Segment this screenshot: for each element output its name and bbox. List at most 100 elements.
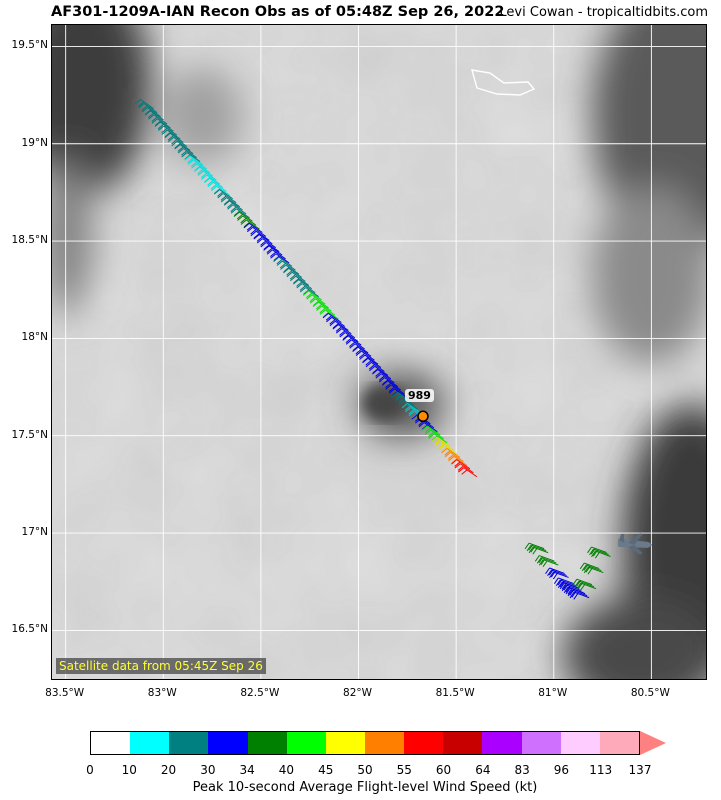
colorbar-segment: [482, 732, 522, 754]
wind-barb: [312, 301, 332, 312]
wind-barb: [451, 459, 471, 470]
colorbar-tick: 113: [589, 763, 613, 777]
lat-lon-gridlines: [52, 25, 706, 679]
wind-barb: [369, 365, 389, 376]
wind-barb: [148, 114, 168, 125]
wind-barb: [161, 129, 181, 140]
colorbar-extend-arrow: [640, 731, 666, 755]
wind-barb: [349, 343, 369, 354]
colorbar-segment: [521, 732, 561, 754]
wind-barb: [352, 346, 372, 357]
wind-barb: [280, 264, 300, 275]
wind-barb: [401, 402, 421, 413]
wind-barb: [154, 121, 174, 132]
lat-label: 17°N: [21, 526, 48, 539]
wind-barb: [187, 159, 207, 170]
lon-label: 83.5°W: [45, 687, 85, 699]
wind-barb: [359, 354, 379, 365]
colorbar-tick: 0: [86, 763, 94, 777]
colorbar-segment: [169, 732, 209, 754]
wind-barb: [329, 320, 349, 331]
wind-barb: [250, 230, 270, 241]
colorbar-tick: 30: [200, 763, 216, 777]
wind-barb: [549, 571, 569, 580]
wind-barb: [365, 361, 385, 372]
wind-barb: [158, 125, 178, 136]
wind-barb: [576, 582, 597, 591]
lat-label: 17.5°N: [11, 428, 48, 441]
colorbar-tick: 20: [160, 763, 177, 777]
wind-barb: [431, 436, 451, 447]
storm-center-marker[interactable]: [417, 410, 429, 423]
wind-barb: [177, 148, 197, 159]
wind-barb: [319, 309, 339, 320]
lon-label: 83°W: [147, 687, 177, 699]
wind-barb: [528, 546, 549, 555]
wind-barb: [424, 429, 445, 440]
colorbar-segment: [286, 732, 326, 754]
wind-barbs: [134, 99, 611, 600]
colorbar-tick: 55: [396, 763, 412, 777]
wind-barb: [237, 215, 257, 226]
wind-barb: [569, 591, 590, 600]
colorbar-segment: [325, 732, 365, 754]
colorbar-segment: [404, 732, 444, 754]
credit-text: Levi Cowan - tropicaltidbits.com: [499, 5, 708, 20]
wind-barb: [441, 447, 461, 458]
colorbar-segment: [91, 732, 131, 754]
wind-barb: [375, 373, 395, 384]
lon-label: 80.5°W: [630, 687, 670, 699]
wind-barb: [283, 267, 303, 278]
colorbar-label: Peak 10-second Average Flight-level Wind…: [192, 780, 538, 795]
wind-barb: [538, 559, 559, 567]
colorbar-tick: 60: [435, 763, 452, 777]
wind-barb: [181, 152, 201, 163]
wind-barb: [141, 107, 161, 118]
wind-barb: [263, 245, 283, 256]
wind-barb: [227, 204, 247, 215]
wind-barb: [379, 377, 399, 388]
satellite-map[interactable]: [51, 24, 707, 680]
wind-barb: [444, 451, 464, 462]
wind-barb: [213, 189, 233, 200]
wind-barb: [306, 294, 326, 305]
colorbar-tick: 96: [553, 763, 570, 777]
center-pressure-label: 989: [405, 389, 434, 402]
colorbar-segment: [130, 732, 170, 754]
lat-label: 19.5°N: [11, 39, 48, 52]
wind-barb: [332, 324, 352, 335]
colorbar-segment: [364, 732, 405, 754]
wind-barb: [167, 136, 188, 147]
wind-barb: [256, 238, 276, 249]
wind-barb: [184, 155, 204, 166]
wind-barb: [223, 200, 243, 211]
wind-barb: [144, 110, 164, 121]
colorbar-tick: 50: [357, 763, 373, 777]
wind-barb: [458, 467, 478, 478]
wind-barb: [266, 249, 286, 260]
colorbar-segment: [560, 732, 600, 754]
recon-aircraft-icon: [618, 532, 653, 555]
wind-barb: [342, 335, 362, 346]
wind-barb: [273, 256, 293, 267]
wind-barb: [385, 384, 405, 395]
lat-label: 18°N: [21, 331, 48, 344]
wind-barb: [290, 275, 310, 286]
colorbar-segment: [599, 732, 639, 754]
wind-barb: [299, 287, 320, 298]
satellite-time-note: Satellite data from 05:45Z Sep 26: [56, 658, 266, 674]
wind-barb: [454, 463, 474, 474]
lat-label: 19°N: [21, 136, 48, 149]
wind-barb: [302, 290, 322, 301]
wind-speed-colorbar: [90, 731, 640, 755]
wind-barb: [217, 193, 237, 204]
wind-barb: [134, 99, 154, 110]
wind-barb: [194, 166, 214, 177]
lon-label: 81°W: [538, 687, 568, 699]
wind-barb: [138, 103, 158, 114]
wind-barb: [201, 174, 221, 185]
wind-barb: [253, 234, 273, 245]
wind-barb: [220, 197, 240, 208]
colorbar-tick: 34: [239, 763, 255, 777]
wind-barb: [355, 350, 375, 361]
